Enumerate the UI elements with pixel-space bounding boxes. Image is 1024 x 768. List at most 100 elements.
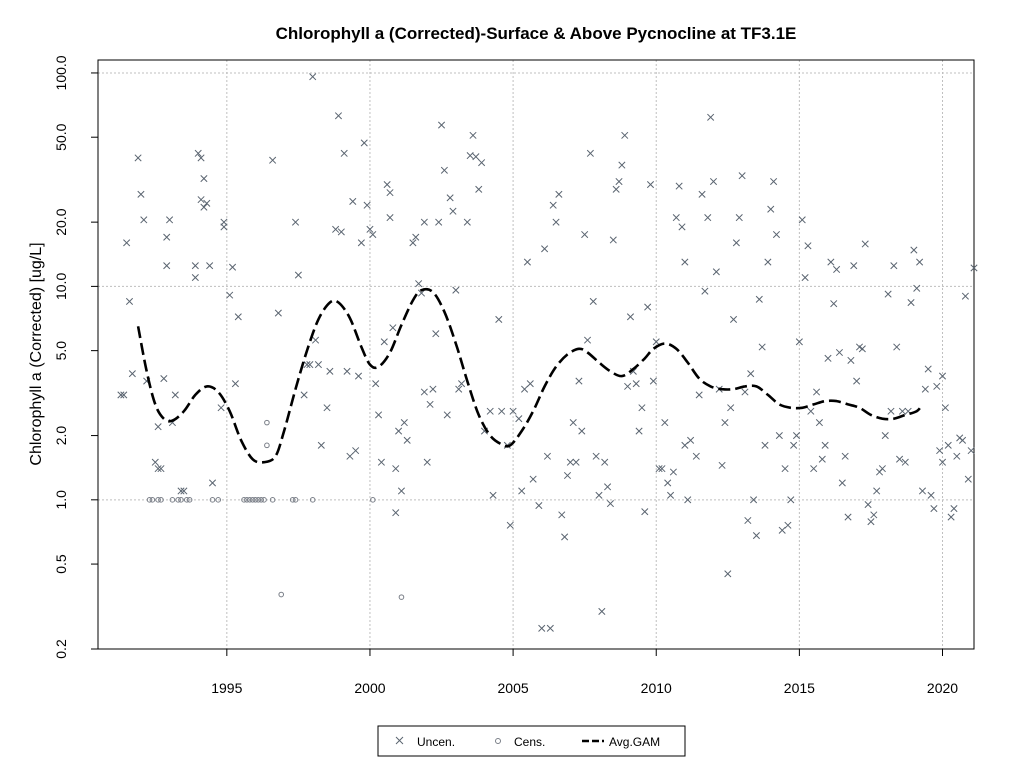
uncensored-point [821,441,829,449]
uncensored-point [646,181,655,189]
uncensored-point [618,161,626,169]
uncensored-point [681,258,689,266]
uncensored-point [383,181,391,189]
uncensored-point [523,258,531,266]
y-tick-label: 0.5 [53,554,69,574]
uncensored-point [721,419,729,427]
uncensored-point [303,361,311,369]
uncensored-point [649,377,657,385]
uncensored-point [678,223,686,231]
censored-point [249,497,256,503]
uncensored-point [120,391,128,399]
legend-gam-label: Avg.GAM [609,735,660,749]
x-tick-label: 2000 [354,680,385,696]
uncensored-point [770,177,778,186]
uncensored-point [337,228,345,236]
uncensored-point [526,380,534,388]
legend-uncen-label: Uncen. [417,735,455,749]
uncensored-point [873,487,881,495]
uncensored-point [921,385,929,393]
uncensored-point [624,382,632,390]
uncensored-points [117,73,978,632]
uncensored-point [601,458,609,466]
uncensored-point [924,365,932,373]
uncensored-point [575,377,583,385]
uncensored-point [772,230,781,239]
uncensored-point [747,370,755,378]
uncensored-point [930,505,938,513]
uncensored-point [675,182,683,190]
uncensored-point [372,380,380,388]
uncensored-point [583,336,592,344]
uncensored-point [412,233,420,241]
uncensored-point [357,239,365,247]
uncensored-point [380,338,388,346]
uncensored-point [572,458,580,466]
uncensored-point [529,475,537,483]
chart-title: Chlorophyll a (Corrected)-Surface & Abov… [276,24,797,43]
uncensored-point [326,367,334,375]
uncensored-point [377,458,385,466]
uncensored-point [578,427,586,435]
uncensored-point [125,297,134,306]
uncensored-point [961,292,969,300]
censored-point [146,497,153,503]
uncensored-point [586,149,594,157]
uncensored-point [269,156,277,164]
uncensored-point [469,131,477,139]
censored-point [309,497,316,503]
uncensored-point [420,388,428,396]
uncensored-point [354,372,363,380]
censored-point [264,419,270,426]
y-tick-label: 0.2 [53,639,69,659]
uncensored-point [420,218,428,226]
censored-point [186,497,193,503]
uncensored-point [440,166,448,174]
uncensored-point [117,391,125,399]
uncensored-point [449,207,457,215]
uncensored-point [589,297,597,306]
uncensored-point [901,458,909,466]
uncensored-point [180,487,188,495]
uncensored-point [374,411,383,419]
uncensored-point [850,262,858,270]
uncensored-point [463,218,471,226]
uncensored-point [807,407,815,415]
uncensored-point [392,465,400,473]
uncensored-point [300,391,308,399]
uncensored-point [217,404,225,412]
uncensored-point [827,258,835,266]
uncensored-point [864,501,872,509]
uncensored-point [163,262,171,270]
uncensored-point [810,465,818,473]
uncensored-point [818,455,826,463]
uncensored-point [692,452,700,460]
uncensored-point [498,407,506,415]
uncensored-point [191,262,199,270]
uncensored-point [681,441,689,449]
uncensored-point [798,216,806,224]
uncensored-point [712,268,720,276]
uncensored-point [220,223,228,231]
uncensored-point [392,509,400,517]
x-tick-label: 2015 [784,680,815,696]
uncensored-point [950,505,958,513]
uncensored-point [804,242,812,250]
uncensored-point [604,483,612,491]
x-tick-label: 2005 [498,680,529,696]
uncensored-point [790,441,798,449]
y-tick-label: 5.0 [53,341,69,361]
uncensored-point [687,436,695,444]
uncensored-point [171,391,179,399]
uncensored-point [541,245,549,253]
uncensored-point [661,419,669,427]
uncensored-point [910,246,918,254]
uncensored-point [395,427,403,435]
legend-uncen-marker [395,736,404,745]
y-tick-label: 2.0 [53,426,69,446]
uncensored-point [231,380,239,388]
uncensored-point [896,455,904,463]
uncensored-point [707,113,715,121]
uncensored-point [830,300,838,308]
uncensored-point [893,343,901,351]
